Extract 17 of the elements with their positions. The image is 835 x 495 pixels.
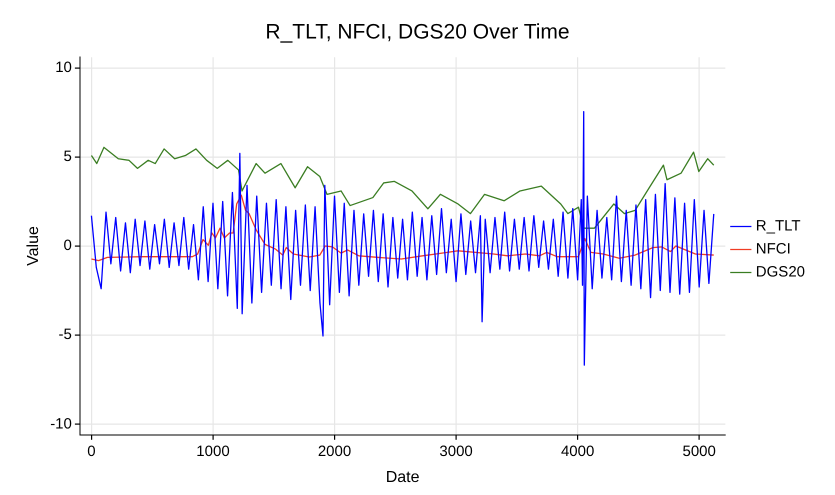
x-tick-label: 2000: [318, 442, 352, 460]
x-tick-label: 3000: [439, 442, 473, 460]
x-tick-label: 1000: [196, 442, 230, 460]
legend-label: DGS20: [756, 264, 806, 281]
chart-title: R_TLT, NFCI, DGS20 Over Time: [265, 20, 570, 44]
y-tick-label: 5: [64, 148, 72, 166]
y-axis-title: Value: [25, 226, 42, 266]
y-tick-label: -10: [50, 415, 72, 432]
legend-label: NFCI: [756, 240, 791, 258]
y-tick-label: -5: [58, 326, 72, 344]
x-tick-label: 0: [87, 442, 96, 460]
x-axis-title: Date: [386, 468, 420, 486]
y-tick-label: 0: [64, 237, 72, 254]
y-tick-label: 10: [55, 59, 72, 76]
legend-label: R_TLT: [756, 218, 801, 235]
x-tick-label: 5000: [682, 442, 716, 460]
x-tick-label: 4000: [560, 442, 594, 460]
